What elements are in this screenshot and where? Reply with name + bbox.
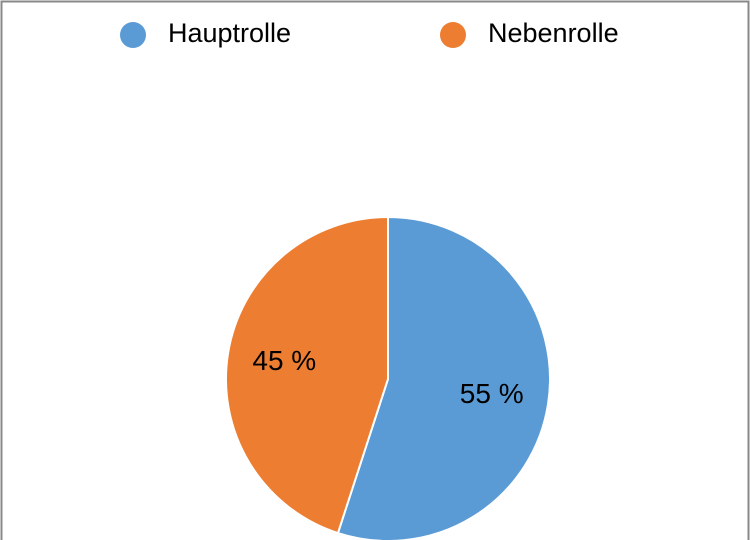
legend-label: Nebenrolle [488,18,619,48]
slice-label: 55 % [460,378,524,409]
pie-slice [336,215,551,540]
legend-marker [120,22,146,48]
legend-marker [440,22,466,48]
legend-label: Hauptrolle [168,18,291,48]
slice-label: 45 % [252,345,316,376]
pie-slice [225,215,389,535]
